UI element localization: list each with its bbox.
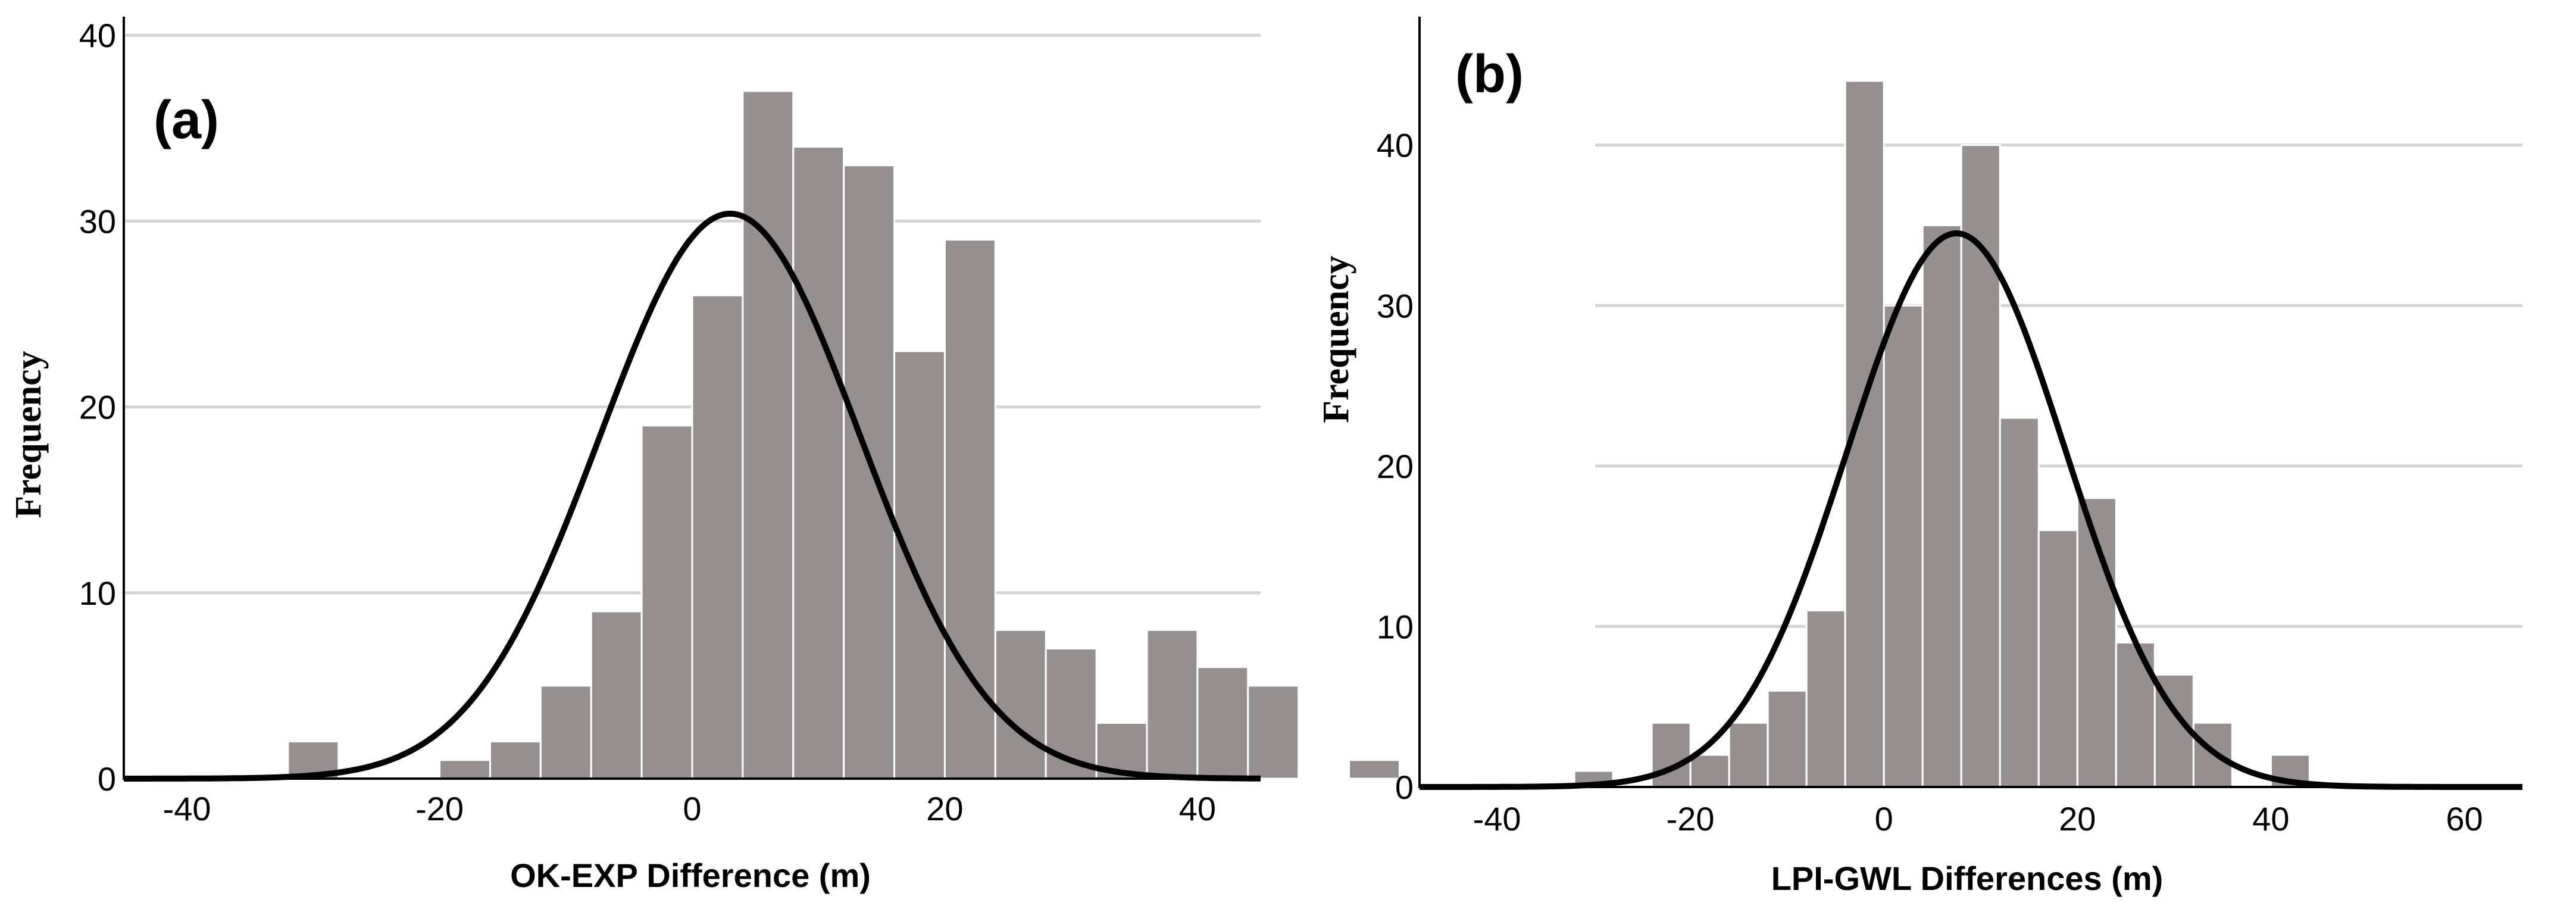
y-tick-label-a: 0 [98,760,116,798]
x-tick-label-b: -40 [1473,800,1521,838]
histogram-bar-b [1960,144,2001,788]
histogram-bar-a [539,685,592,780]
histogram-bar-a [792,146,845,780]
histogram-bar-a [1196,666,1249,780]
histogram-bar-a [439,759,491,780]
histogram-bar-b [1805,609,1846,788]
histogram-bar-a [640,424,693,780]
histogram-bar-b [1883,304,1924,788]
x-tick-label-b: 60 [2446,800,2483,838]
x-tick-label-a: 0 [683,790,701,827]
histogram-bar-a [1146,629,1199,780]
y-axis-label-b: Frequency [1316,255,1356,423]
y-tick-label-a: 10 [79,574,116,612]
x-tick-label-a: -40 [163,790,211,827]
histogram-bar-b [1689,754,1730,788]
x-tick-label-a: 40 [1179,790,1216,827]
y-tick-label-b: 20 [1377,448,1414,485]
x-tick-label-a: 20 [926,790,963,827]
y-tick-label-b: 30 [1377,287,1414,324]
histogram-bar-a [742,90,795,780]
histogram-bar-b [1650,721,1692,788]
histogram-bar-a [843,164,896,780]
x-tick-label-b: 0 [1875,800,1893,838]
y-tick-label-b: 40 [1377,127,1414,164]
normal-curve-a [124,210,1261,782]
histogram-panel-a: (a) Frequency OK-EXP Difference (m) 0 10 2… [8,17,1400,894]
y-tick-label-a: 40 [79,17,116,54]
histogram-bar-a [893,350,946,780]
histogram-bar-b [1921,224,1962,788]
histogram-bar-b [1999,417,2040,788]
histogram-bar-a [590,610,643,780]
y-tick-label-a: 30 [79,202,116,240]
y-tick-label-b: 0 [1395,769,1414,806]
x-axis-label-b: LPI-GWL Differences (m) [1771,860,2164,897]
histogram-bar-b [1767,689,1808,788]
y-axis-label-a: Frequency [8,351,49,518]
histogram-bar-a [489,741,542,780]
histogram-bar-a [691,294,744,780]
histogram-bar-a [994,629,1047,780]
x-tick-label-a: -20 [415,790,464,827]
x-tick-label-b: 20 [2059,800,2096,838]
histogram-bar-a [1045,647,1098,780]
histogram-bar-b [1728,721,1769,788]
y-tick-label-b: 10 [1377,608,1414,645]
normal-curve-b [1420,230,2522,790]
x-tick-label-b: 40 [2252,800,2289,838]
y-tick-label-a: 20 [79,389,116,426]
histogram-bar-b [2037,529,2078,788]
x-axis-label-a: OK-EXP Difference (m) [510,857,871,894]
panel-label-a: (a) [154,90,219,150]
histogram-panel-b: (b) Frequency LPI-GWL Differences (m) 0 1… [1316,17,2522,897]
histogram-bar-a [1348,759,1400,780]
histogram-bar-a [1247,685,1300,780]
panel-label-b: (b) [1455,45,1524,104]
x-tick-label-b: -20 [1667,800,1715,838]
